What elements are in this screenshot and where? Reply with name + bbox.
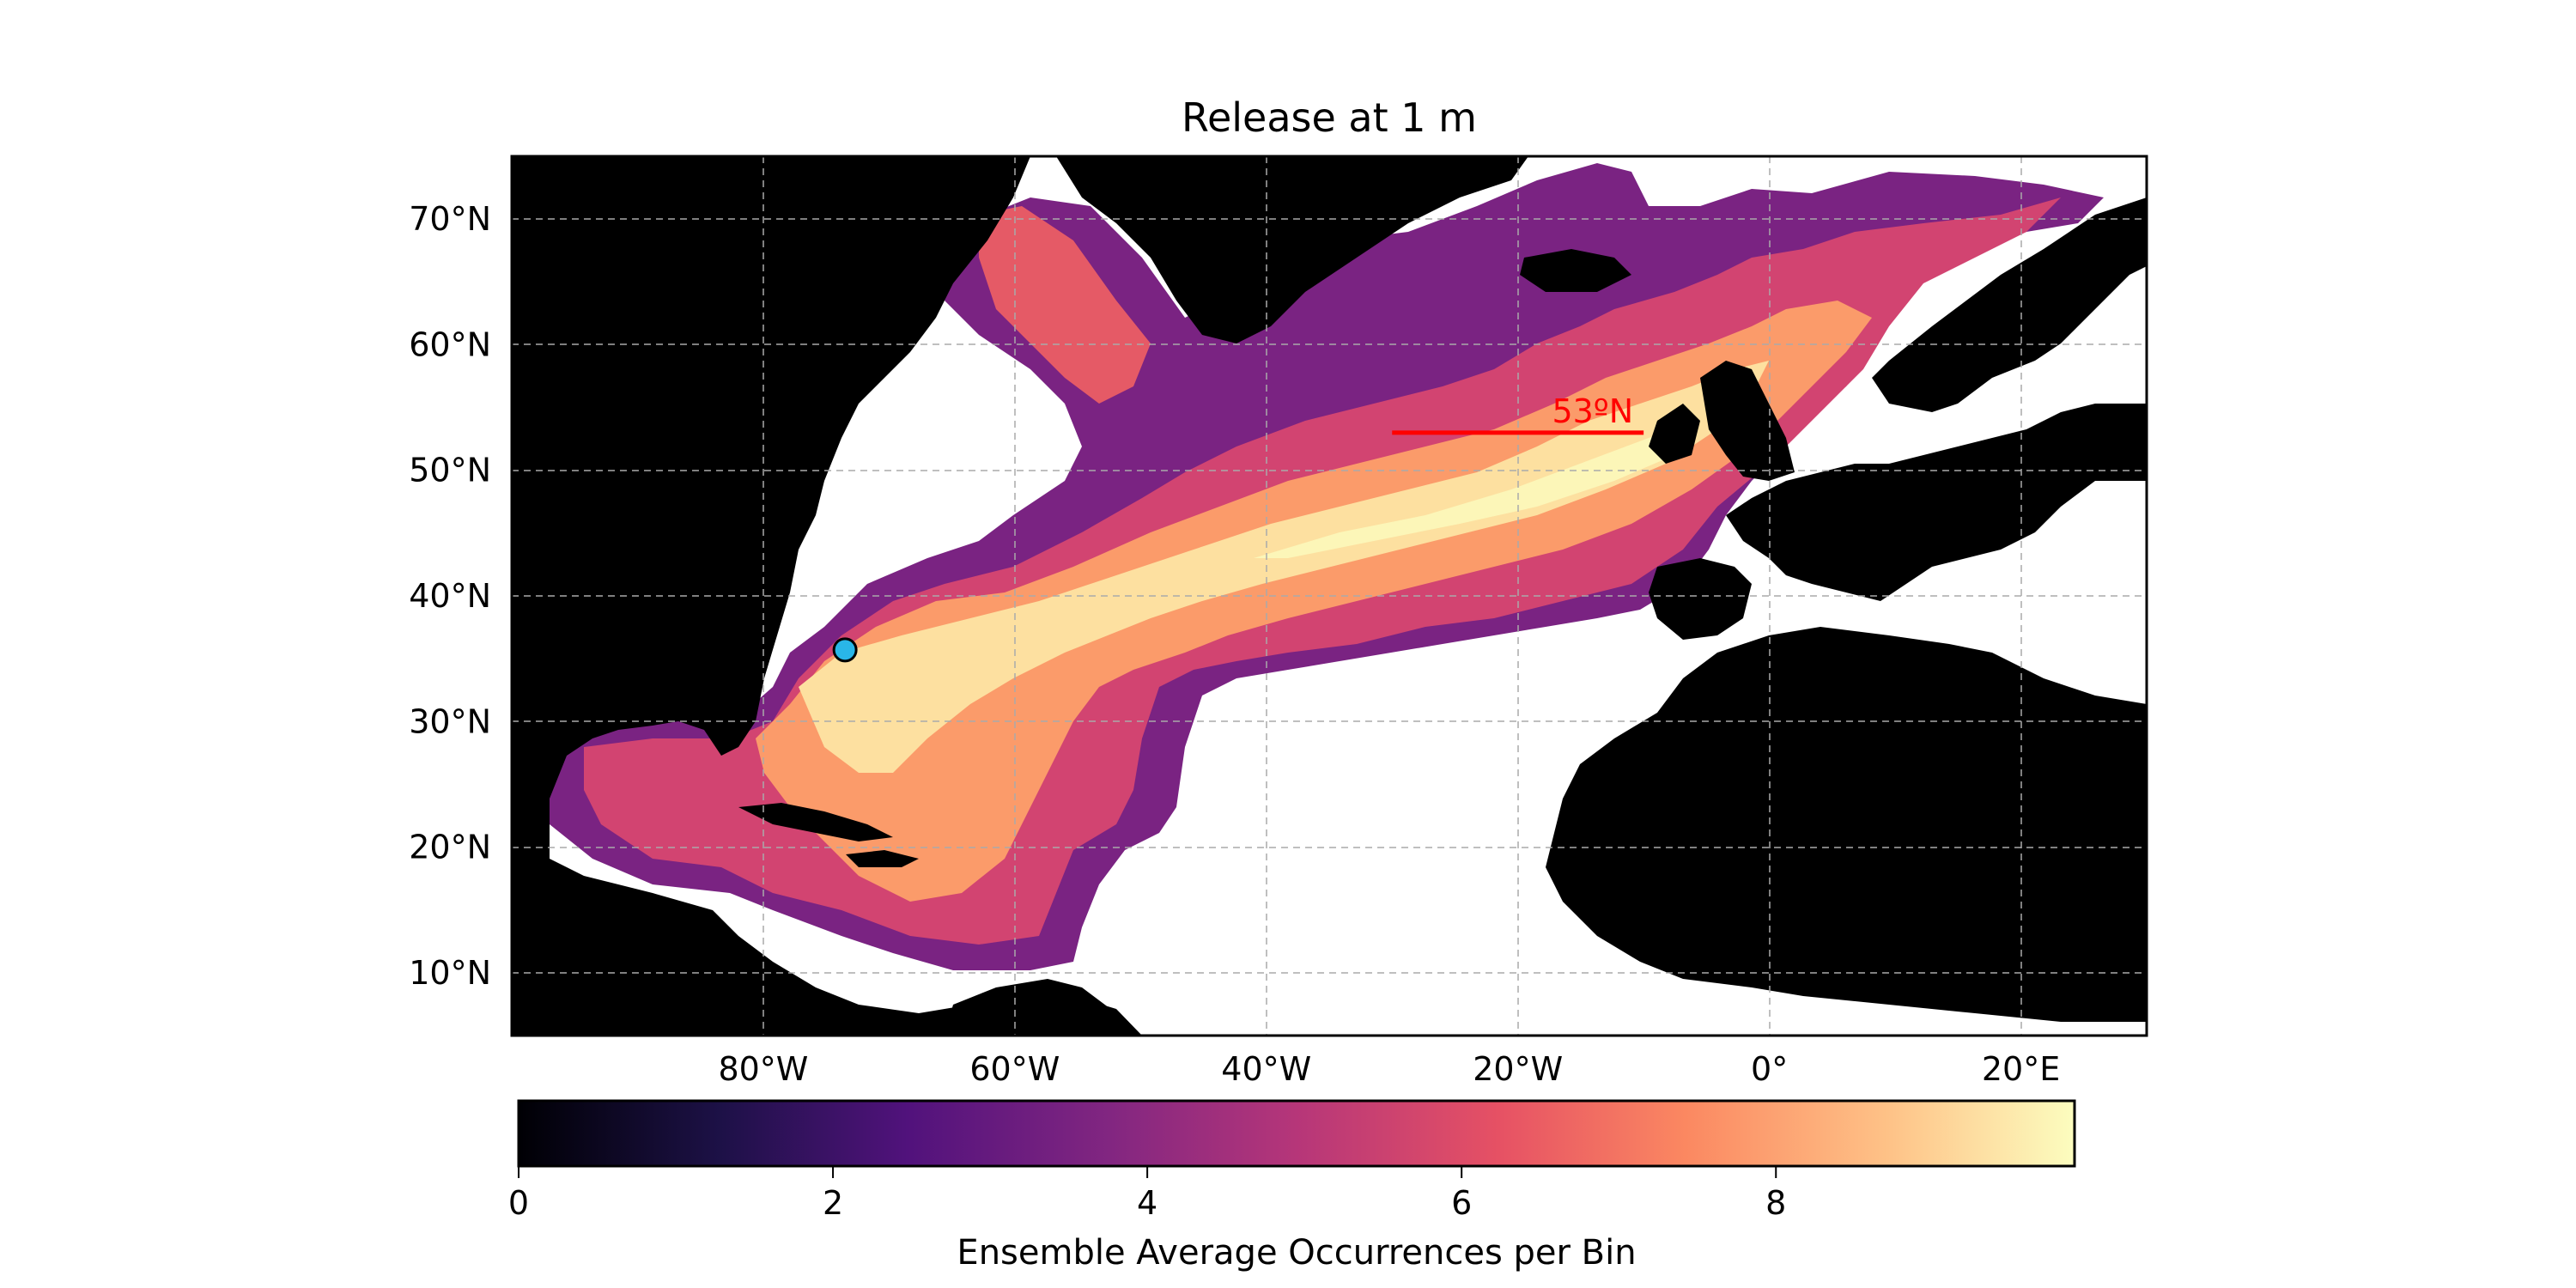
lat-tick-label: 40°N (409, 577, 491, 615)
colorbar-label: Ensemble Average Occurrences per Bin (957, 1233, 1636, 1273)
section-line-label: 53ºN (1552, 392, 1633, 430)
land-greenland (1056, 156, 1528, 343)
map-gridlines (512, 156, 2147, 1036)
density-field (532, 163, 2104, 970)
lon-tick-label: 60°W (969, 1050, 1060, 1088)
lat-tick-label: 20°N (409, 829, 491, 866)
land-north-america (512, 156, 1142, 1036)
land-masses (512, 156, 2147, 1036)
lat-tick-label: 30°N (409, 702, 491, 740)
land-south-america (945, 979, 1133, 1036)
lat-tick-label: 60°N (409, 325, 491, 363)
lat-tick-label: 10°N (409, 954, 491, 992)
lon-tick-label: 80°W (718, 1050, 808, 1088)
land-africa (1546, 627, 2147, 1022)
land-britain (1700, 361, 1795, 481)
map-title: Release at 1 m (1182, 94, 1477, 141)
land-hispaniola (846, 850, 919, 867)
colorbar-tick-label: 0 (508, 1184, 529, 1222)
density-core (799, 361, 1769, 773)
colorbar-tick-label: 6 (1451, 1184, 1472, 1222)
land-ireland (1649, 404, 1700, 464)
map-frame (510, 155, 2148, 1037)
density-upper-arm (979, 206, 1151, 404)
lon-tick-label: 20°E (1982, 1050, 2060, 1088)
lat-tick-label: 50°N (409, 452, 491, 489)
release-point-marker (832, 637, 858, 663)
land-iberia (1649, 558, 1752, 640)
latitude-tick-labels: 10°N 20°N 30°N 40°N 50°N 60°N 70°N (409, 200, 491, 992)
colorbar-ticks: 0 2 4 6 8 (508, 1166, 1786, 1222)
colorbar-tick-label: 2 (823, 1184, 843, 1222)
colorbar (517, 1099, 2076, 1168)
land-europe (1726, 404, 2147, 601)
land-cuba (738, 803, 893, 841)
longitude-tick-labels: 80°W 60°W 40°W 20°W 0° 20°E (718, 1050, 2060, 1088)
land-iceland (1520, 249, 1631, 292)
colorbar-tick-label: 8 (1765, 1184, 1786, 1222)
lon-tick-label: 0° (1751, 1050, 1788, 1088)
lat-tick-label: 70°N (409, 200, 491, 238)
lon-tick-label: 40°W (1221, 1050, 1311, 1088)
land-scandinavia (1872, 197, 2147, 412)
colorbar-tick-label: 4 (1137, 1184, 1157, 1222)
lon-tick-label: 20°W (1473, 1050, 1563, 1088)
